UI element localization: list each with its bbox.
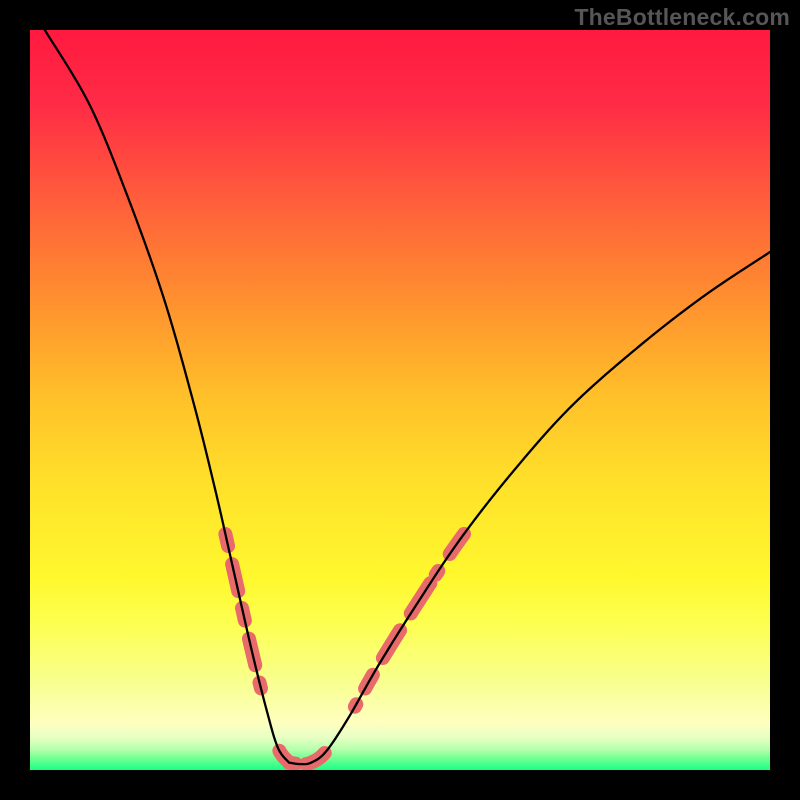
gradient-background	[30, 30, 770, 770]
chart-canvas	[0, 0, 800, 800]
watermark-text: TheBottleneck.com	[574, 4, 790, 31]
